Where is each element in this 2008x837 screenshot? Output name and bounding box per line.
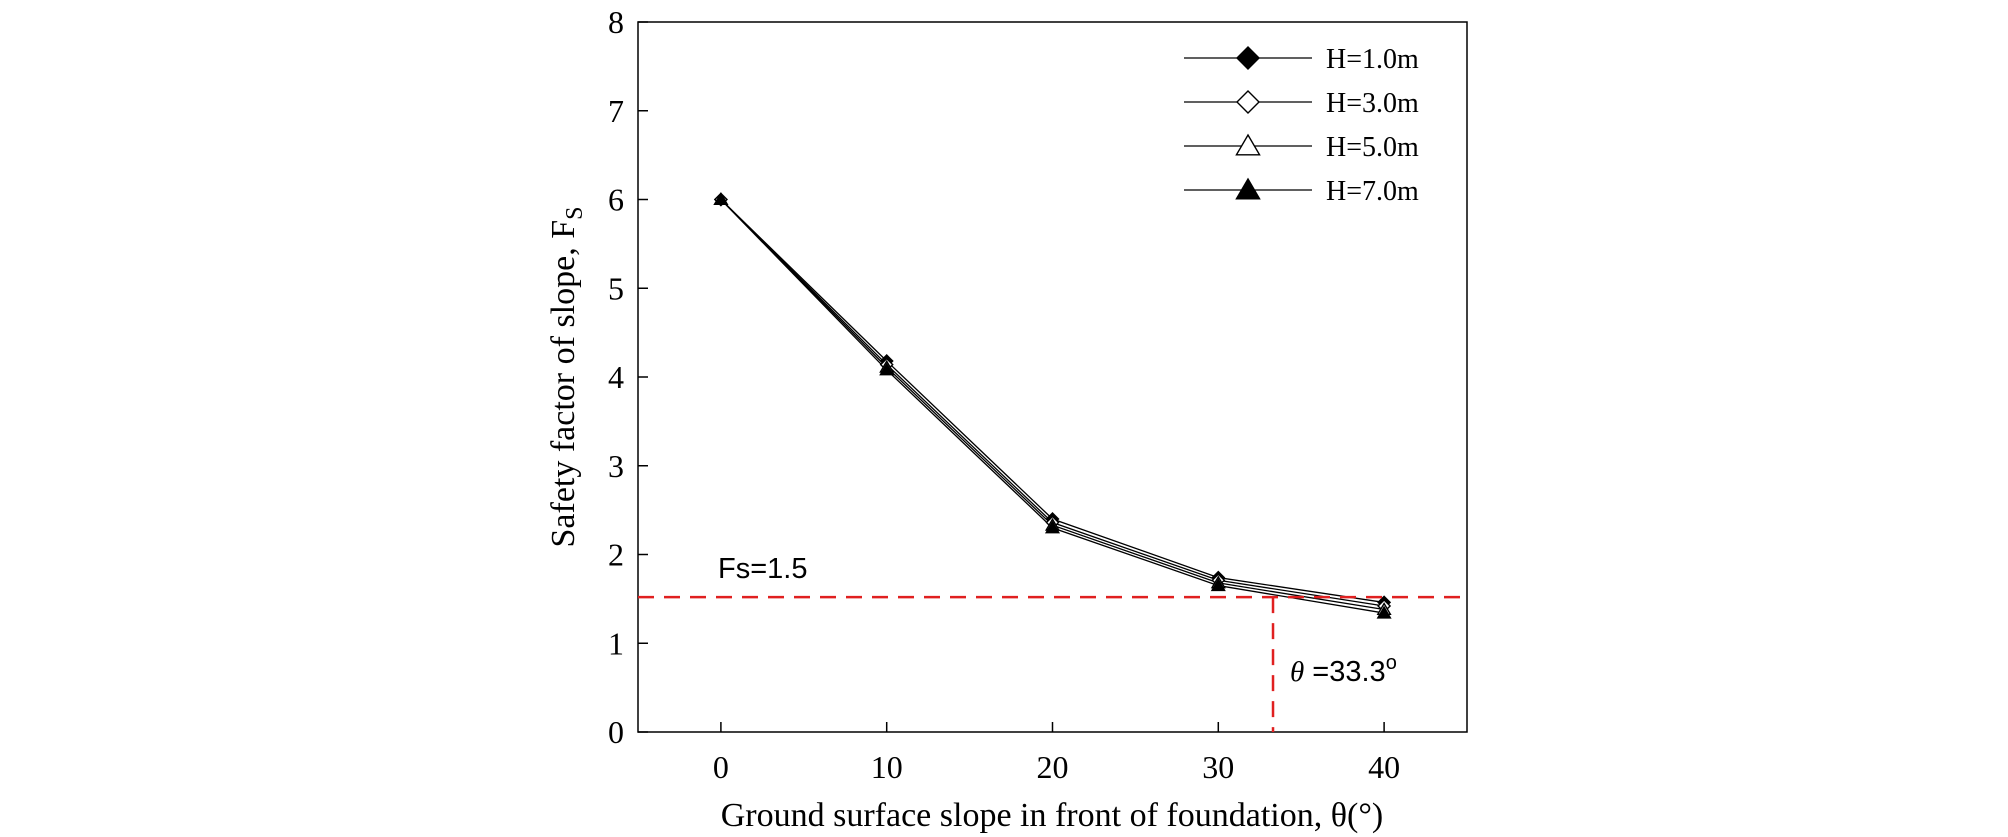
series-line xyxy=(720,199,1385,607)
x-tick-label: 20 xyxy=(1037,749,1069,785)
legend: H=1.0m H=3.0m H=5.0m H=7.0m xyxy=(1184,44,1419,207)
marker-diamond xyxy=(1236,46,1260,70)
marker-triangle xyxy=(1376,605,1392,619)
plot-frame xyxy=(637,21,1468,733)
reference-lines xyxy=(638,595,1467,732)
marker-triangle xyxy=(1044,520,1061,534)
x-tick-label: 30 xyxy=(1202,749,1234,785)
marker-triangle xyxy=(1235,177,1261,200)
y-axis-label: Safety factor of slope, FS xyxy=(545,207,588,548)
theta-symbol: θ xyxy=(1290,656,1304,688)
fs-reference-label: Fs=1.5 xyxy=(718,553,807,585)
y-axis-ticks: 0 1 2 3 4 5 6 7 8 xyxy=(608,4,648,750)
theta-degree-sup: o xyxy=(1386,652,1397,674)
marker-triangle xyxy=(1210,578,1226,592)
x-tick-label: 10 xyxy=(871,749,903,785)
marker-triangle xyxy=(1235,133,1261,156)
y-tick-label: 4 xyxy=(608,359,624,395)
legend-entry-label: H=1.0m xyxy=(1326,44,1419,75)
series-line xyxy=(720,199,1385,604)
theta-reference-label: θ =33.3o xyxy=(1290,652,1397,688)
theta-value: =33.3 xyxy=(1304,656,1385,688)
x-tick-label: 0 xyxy=(713,749,729,785)
legend-entry-label: H=5.0m xyxy=(1326,132,1419,163)
y-tick-label: 7 xyxy=(608,93,624,129)
x-axis-ticks: 0 10 20 30 40 xyxy=(713,722,1400,785)
y-tick-label: 1 xyxy=(608,625,624,661)
y-tick-label: 3 xyxy=(608,448,624,484)
x-tick-label: 40 xyxy=(1368,749,1400,785)
legend-entry-label: H=3.0m xyxy=(1326,88,1419,119)
y-tick-label: 6 xyxy=(608,182,624,218)
marker-triangle xyxy=(713,192,729,206)
series-line xyxy=(720,199,1385,614)
y-tick-label: 8 xyxy=(608,4,624,40)
marker-triangle xyxy=(879,362,895,376)
y-tick-label: 2 xyxy=(608,537,624,573)
y-axis-label-main: Safety factor of slope, F xyxy=(545,220,582,548)
y-tick-label: 0 xyxy=(608,714,624,750)
y-tick-label: 5 xyxy=(608,270,624,306)
marker-diamond xyxy=(1236,90,1260,114)
series-group xyxy=(713,192,1392,619)
series-line xyxy=(720,199,1385,611)
y-axis-label-subscript: S xyxy=(562,207,588,220)
legend-entry-label: H=7.0m xyxy=(1326,176,1419,207)
x-axis-label: Ground surface slope in front of foundat… xyxy=(721,797,1384,834)
